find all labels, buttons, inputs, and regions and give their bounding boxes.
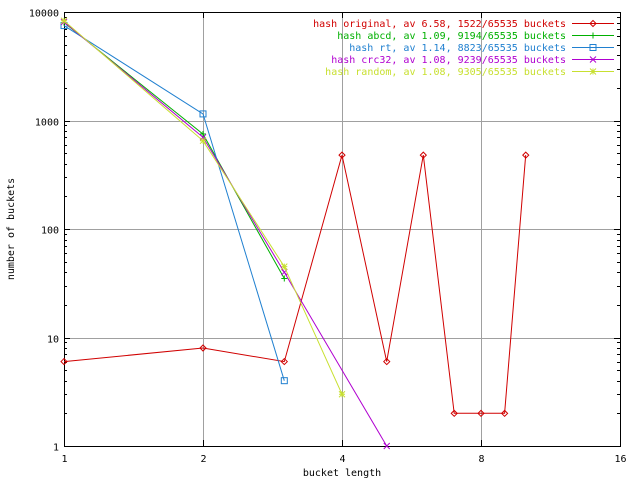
series-line (63, 21, 388, 447)
legend-item-3: hash rt, av 1.14, 8823/65535 buckets (349, 43, 614, 54)
data-point (383, 357, 391, 366)
data-point (281, 275, 288, 282)
data-point (477, 409, 485, 418)
x-tick-label: 8 (478, 454, 484, 465)
x-tick-label: 1 (61, 454, 67, 465)
x-tick-label: 2 (200, 454, 206, 465)
data-point (338, 151, 346, 159)
legend-label: hash abcd, av 1.09, 9194/65535 buckets (337, 31, 566, 42)
series-line (63, 22, 285, 279)
legend-item-5: hash random, av 1.08, 9305/65535 buckets (325, 67, 614, 78)
grid (64, 12, 620, 446)
y-axis-label: number of buckets (6, 178, 17, 280)
data-point (199, 137, 207, 145)
legend-label: hash crc32, av 1.08, 9239/65535 buckets (331, 55, 566, 66)
series (60, 17, 530, 450)
legend-marker (589, 44, 597, 51)
series-2 (61, 19, 288, 282)
data-point (522, 151, 530, 159)
x-tick-label: 16 (614, 454, 626, 465)
axis-ticks: 1 2 4 8 16 1 10 100 1000 10000 (29, 9, 627, 466)
data-point (383, 442, 391, 450)
legend: hash original, av 6.58, 1522/65535 bucke… (313, 19, 614, 78)
data-point (500, 409, 509, 418)
data-point (199, 110, 207, 118)
series-1 (60, 151, 530, 418)
legend-label: hash original, av 6.58, 1522/65535 bucke… (313, 19, 566, 30)
data-point (419, 151, 428, 159)
legend-item-2: hash abcd, av 1.09, 9194/65535 buckets (337, 31, 614, 42)
legend-marker (590, 32, 596, 39)
series-line (63, 20, 343, 395)
y-tick-label: 1 (53, 443, 59, 454)
legend-label: hash rt, av 1.14, 8823/65535 buckets (349, 43, 566, 54)
data-point (280, 263, 288, 270)
x-axis-label: bucket length (303, 468, 381, 479)
series-3 (60, 22, 288, 385)
legend-marker (589, 19, 597, 28)
legend-marker (589, 56, 597, 63)
legend-marker (589, 68, 597, 75)
series-line (63, 25, 285, 381)
x-tick-label: 4 (339, 454, 345, 465)
legend-item-1: hash original, av 6.58, 1522/65535 bucke… (313, 19, 614, 30)
data-point (200, 131, 206, 138)
y-tick-label: 10000 (29, 9, 59, 20)
data-point (199, 344, 207, 352)
data-point (60, 357, 68, 366)
data-point (280, 357, 289, 366)
data-point (338, 390, 346, 398)
y-tick-label: 1000 (35, 118, 59, 129)
legend-label: hash random, av 1.08, 9305/65535 buckets (325, 67, 566, 78)
series-5 (60, 17, 346, 398)
series-4 (60, 18, 391, 450)
y-tick-label: 100 (41, 226, 59, 237)
data-point (450, 409, 458, 418)
legend-item-4: hash crc32, av 1.08, 9239/65535 buckets (331, 55, 614, 66)
series-line (63, 154, 527, 414)
data-point (60, 17, 68, 25)
data-point (280, 377, 288, 385)
y-tick-label: 10 (47, 335, 59, 346)
